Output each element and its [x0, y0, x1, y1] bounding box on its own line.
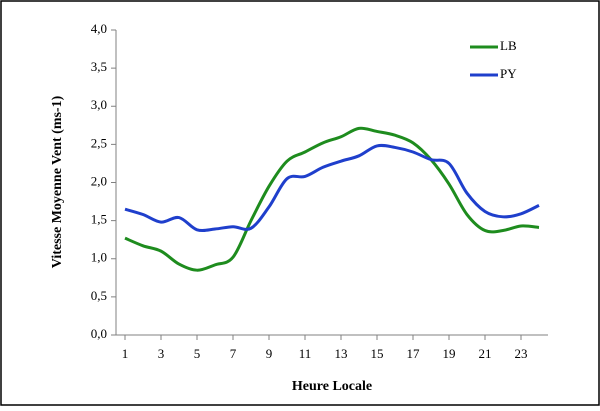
- x-axis-title: Heure Locale: [292, 379, 372, 394]
- x-tick-label: 1: [122, 346, 129, 361]
- legend-label: PY: [500, 66, 517, 81]
- y-tick-label: 0,0: [91, 326, 107, 341]
- x-tick-label: 15: [371, 346, 384, 361]
- series-line: [124, 143, 540, 233]
- y-tick-label: 1,5: [91, 212, 107, 227]
- y-tick-label: 3,5: [91, 59, 107, 74]
- y-axis-title: Vitesse Moyenne Vent (ms-1): [50, 95, 65, 268]
- legend-label: LB: [500, 38, 517, 53]
- y-tick-label: 4,0: [91, 21, 107, 36]
- x-tick-label: 21: [479, 346, 492, 361]
- x-tick-label: 3: [158, 346, 165, 361]
- x-tick-label: 7: [230, 346, 237, 361]
- x-tick-label: 9: [266, 346, 273, 361]
- y-tick-label: 2,0: [91, 173, 107, 188]
- x-tick-label: 5: [194, 346, 201, 361]
- x-tick-label: 19: [443, 346, 456, 361]
- y-tick-label: 3,0: [91, 97, 107, 112]
- y-tick-label: 1,0: [91, 250, 107, 265]
- series-line: [124, 126, 540, 272]
- x-tick-label: 11: [299, 346, 312, 361]
- y-tick-label: 0,5: [91, 288, 107, 303]
- x-tick-label: 17: [407, 346, 421, 361]
- x-tick-label: 13: [335, 346, 348, 361]
- x-tick-label: 23: [515, 346, 528, 361]
- y-tick-label: 2,5: [91, 135, 107, 150]
